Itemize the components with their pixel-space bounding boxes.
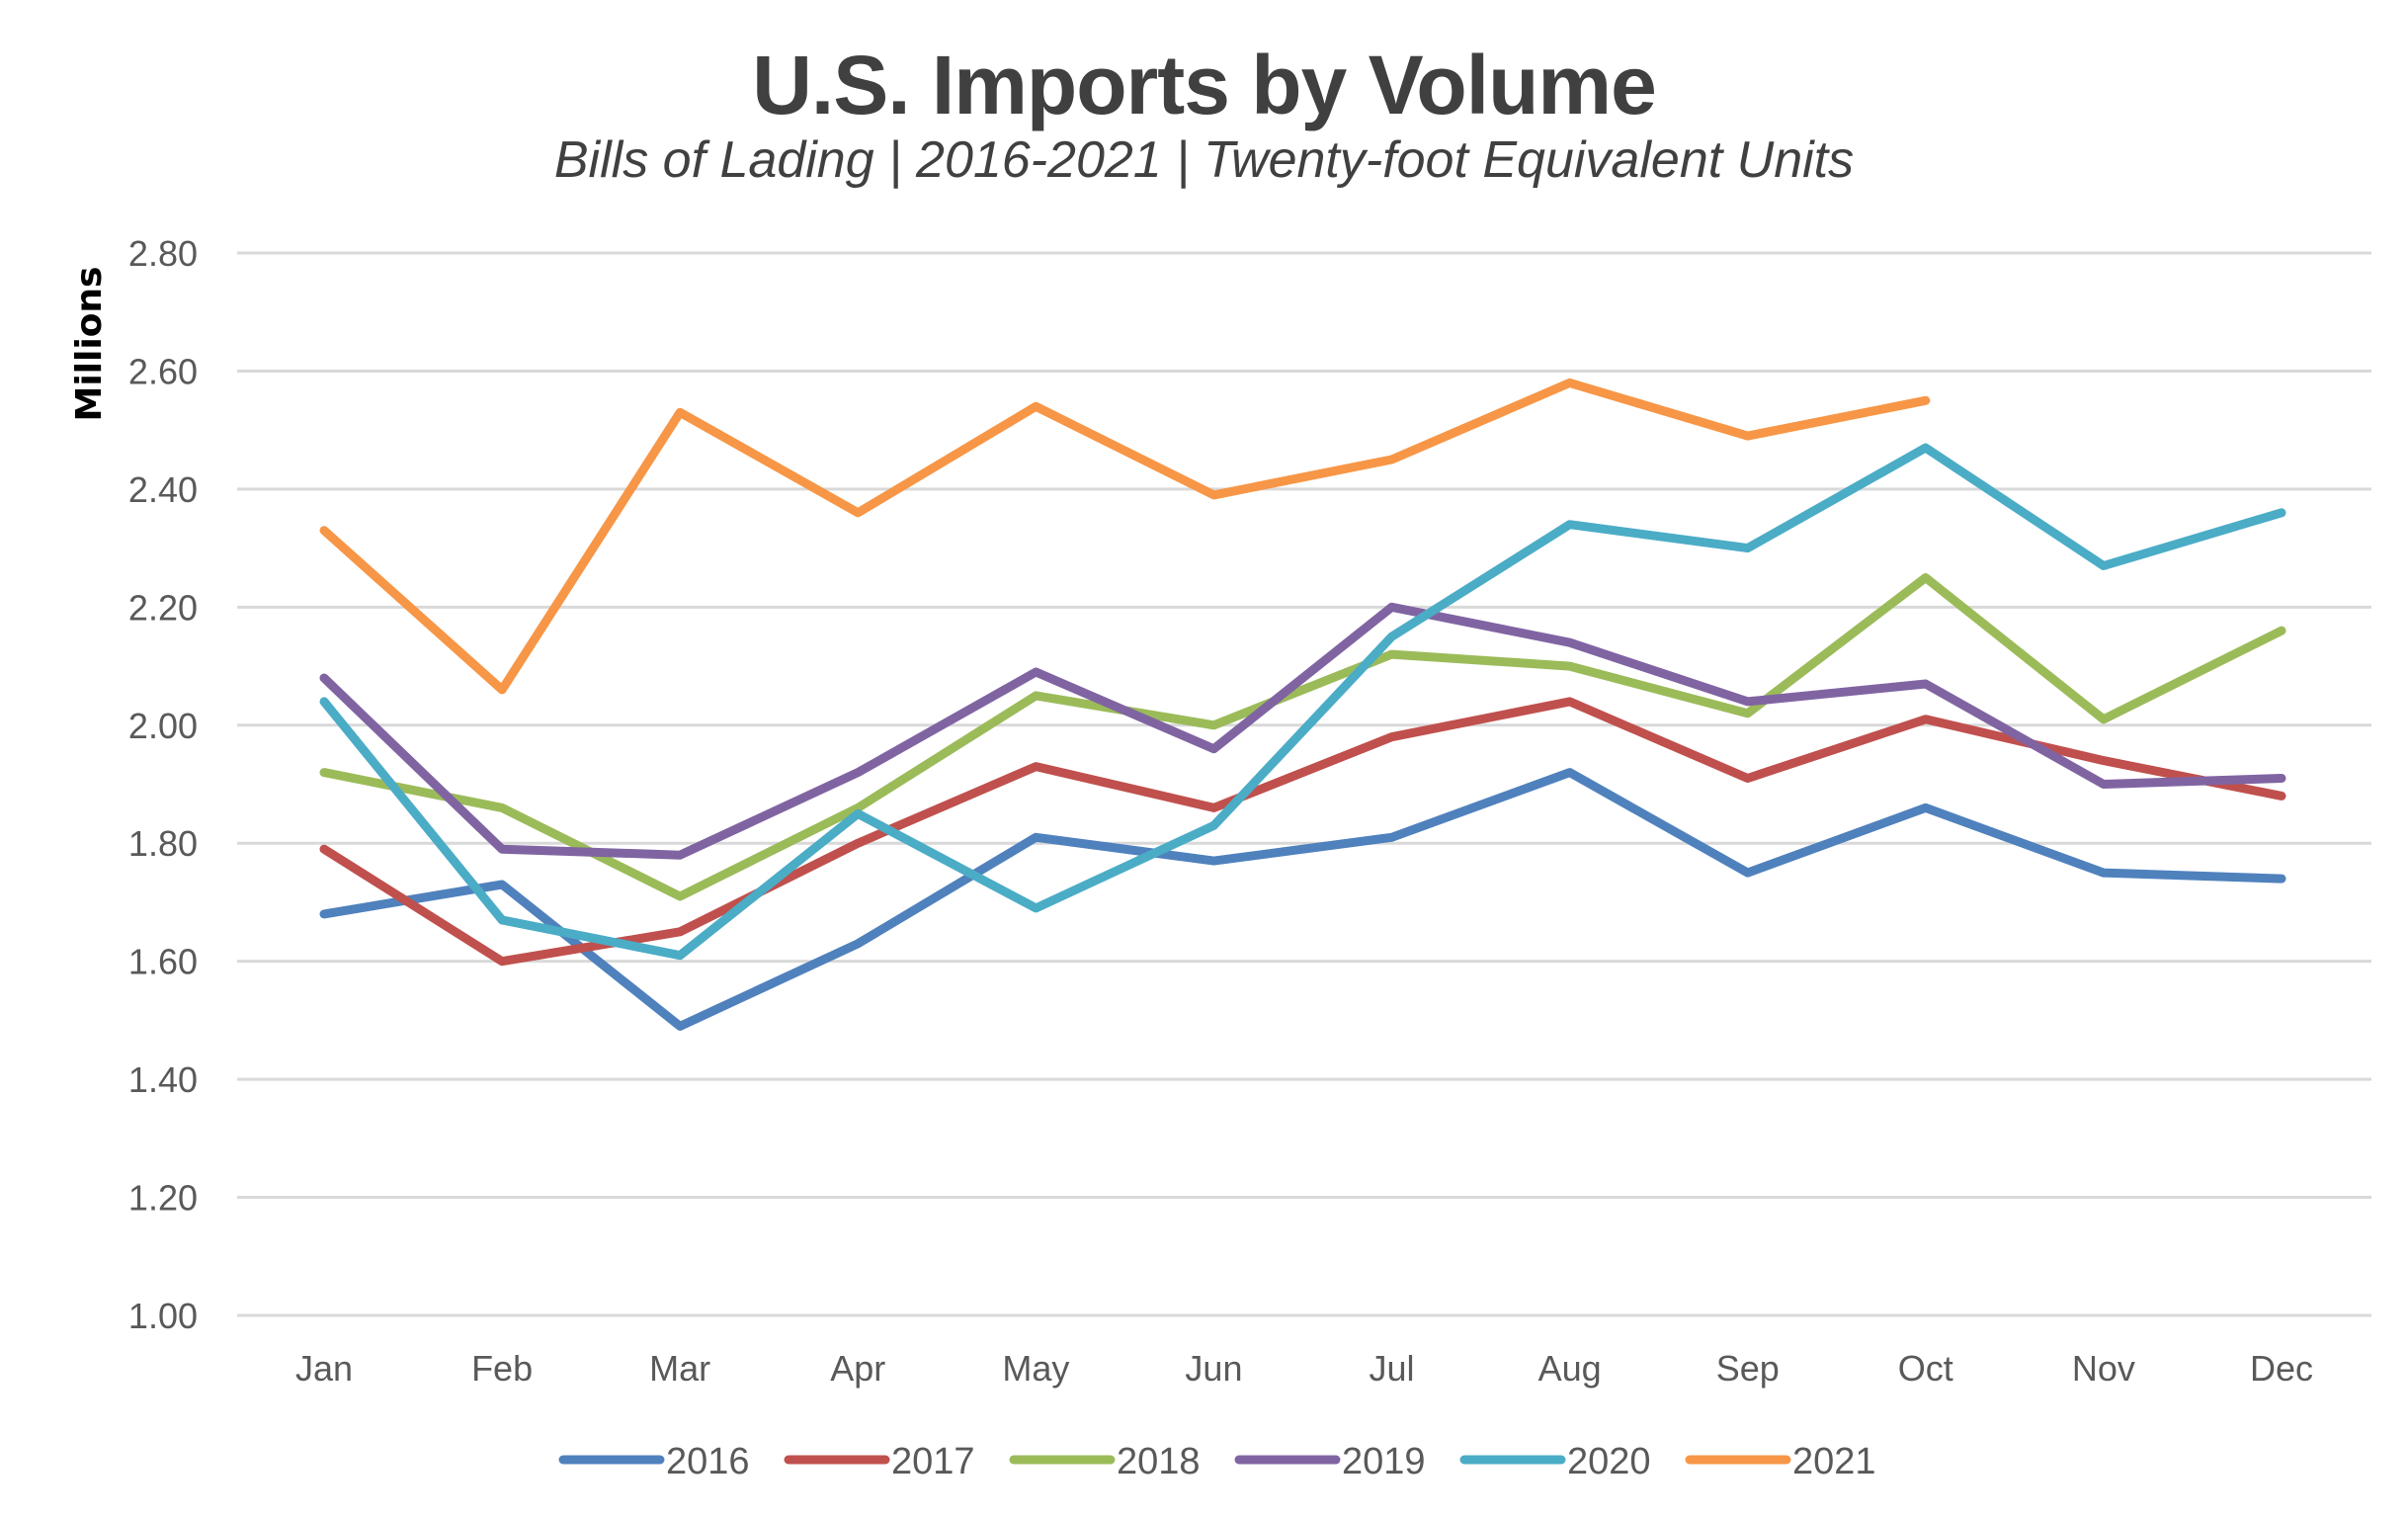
chart-title: U.S. Imports by Volume bbox=[752, 39, 1657, 131]
y-axis-ticks: 1.00 1.20 1.40 1.60 1.80 2.00 2.20 2.40 2.60 2.80 bbox=[128, 233, 198, 1336]
y-tick-label: 1.00 bbox=[128, 1296, 198, 1336]
x-tick-label: Jul bbox=[1370, 1348, 1415, 1389]
series-line-2017 bbox=[319, 697, 2286, 967]
x-tick-label: Dec bbox=[2250, 1348, 2313, 1389]
legend-item-2019: 2019 bbox=[1234, 1441, 1426, 1482]
x-tick-label: Jun bbox=[1185, 1348, 1242, 1389]
series-line-2021 bbox=[319, 378, 1931, 695]
x-tick-label: Sep bbox=[1716, 1348, 1780, 1389]
legend-item-2021: 2021 bbox=[1685, 1441, 1876, 1482]
legend-label: 2020 bbox=[1567, 1441, 1651, 1482]
y-axis-label: Millions bbox=[69, 267, 110, 422]
y-tick-label: 2.40 bbox=[128, 469, 198, 510]
x-tick-label: Aug bbox=[1538, 1348, 1602, 1389]
legend: 2016 2017 2018 2019 2020 2021 bbox=[558, 1441, 1876, 1482]
y-tick-label: 1.80 bbox=[128, 823, 198, 864]
x-tick-label: Jan bbox=[295, 1348, 353, 1389]
x-tick-label: Nov bbox=[2072, 1348, 2135, 1389]
y-tick-label: 1.60 bbox=[128, 942, 198, 982]
legend-item-2018: 2018 bbox=[1009, 1441, 1201, 1482]
y-tick-label: 2.00 bbox=[128, 706, 198, 746]
series-line-2019 bbox=[319, 602, 2286, 860]
y-tick-label: 2.80 bbox=[128, 233, 198, 274]
series-line-2016 bbox=[319, 768, 2286, 1031]
legend-item-2020: 2020 bbox=[1459, 1441, 1651, 1482]
x-tick-label: Apr bbox=[830, 1348, 885, 1389]
x-tick-label: Mar bbox=[649, 1348, 710, 1389]
chart-subtitle: Bills of Lading | 2016-2021 | Twenty-foo… bbox=[553, 131, 1855, 189]
series-lines bbox=[319, 378, 2286, 1031]
x-tick-label: May bbox=[1002, 1348, 1069, 1389]
x-tick-label: Oct bbox=[1898, 1348, 1953, 1389]
legend-label: 2017 bbox=[891, 1441, 975, 1482]
legend-label: 2019 bbox=[1342, 1441, 1426, 1482]
legend-item-2016: 2016 bbox=[558, 1441, 750, 1482]
legend-label: 2016 bbox=[666, 1441, 750, 1482]
y-tick-label: 1.20 bbox=[128, 1178, 198, 1219]
series-line-2020 bbox=[319, 443, 2286, 961]
y-tick-label: 1.40 bbox=[128, 1059, 198, 1100]
legend-label: 2021 bbox=[1792, 1441, 1876, 1482]
x-tick-label: Feb bbox=[471, 1348, 533, 1389]
y-tick-label: 2.60 bbox=[128, 351, 198, 391]
y-tick-label: 2.20 bbox=[128, 587, 198, 628]
x-axis-ticks: Jan Feb Mar Apr May Jun Jul Aug Sep Oct Nov Dec bbox=[295, 1348, 2313, 1389]
legend-item-2017: 2017 bbox=[784, 1441, 975, 1482]
series-line-2018 bbox=[319, 573, 2286, 901]
legend-label: 2018 bbox=[1117, 1441, 1201, 1482]
gridlines bbox=[237, 251, 2371, 1317]
